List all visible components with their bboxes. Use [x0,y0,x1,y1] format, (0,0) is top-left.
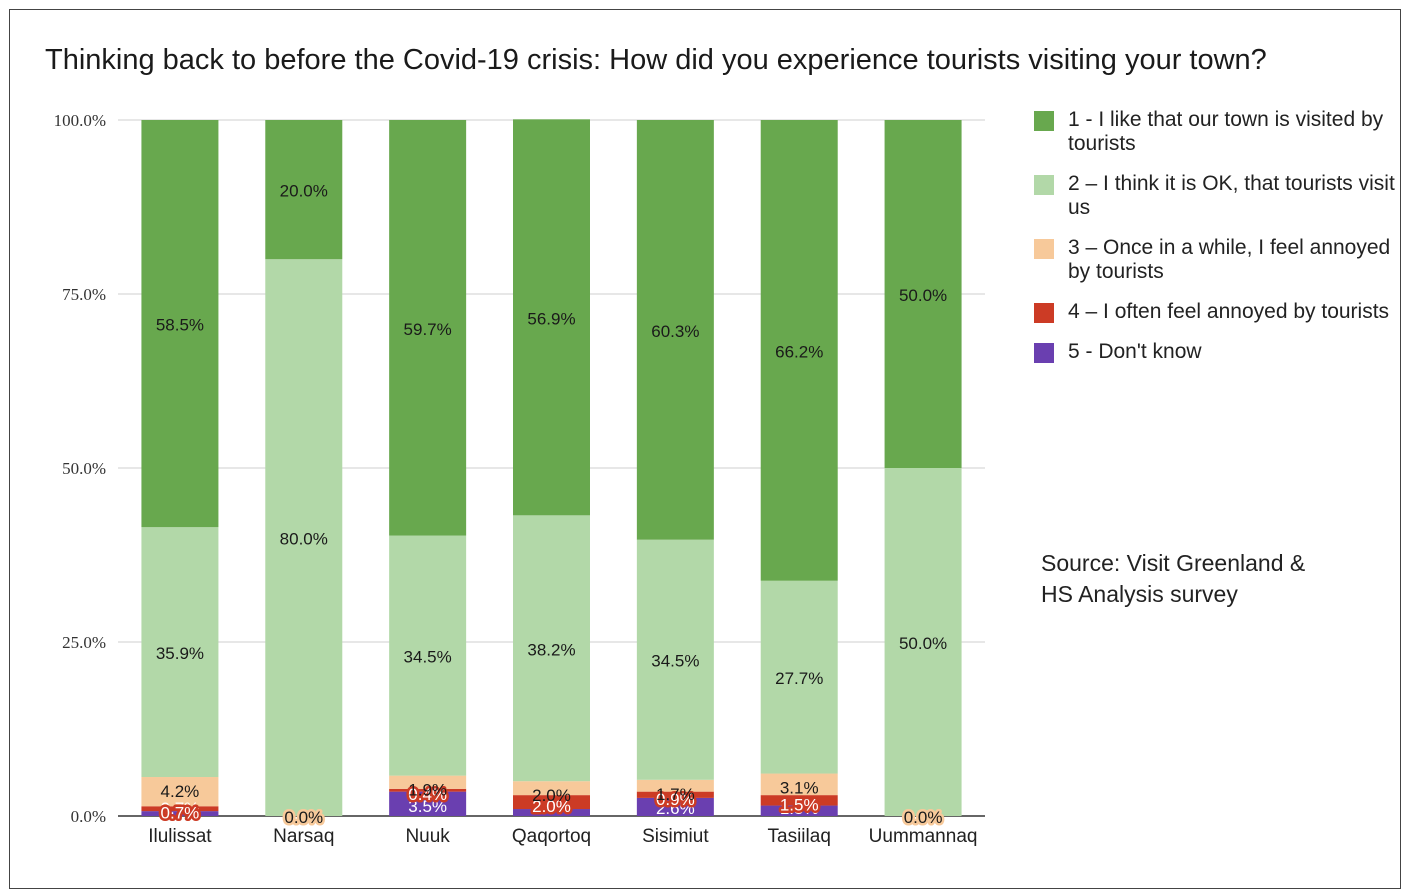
data-label: 59.7% [404,320,452,339]
legend-swatch [1034,303,1054,323]
bar-segment [760,120,838,581]
bar-segment [513,515,590,782]
bar-segment [141,120,219,528]
data-label: 27.7% [775,669,823,688]
bar-segment [389,791,467,816]
data-label: 0.7% [161,804,200,823]
x-tick-label: Ilulissat [148,826,212,847]
legend-label: 2 – I think it is OK, that tourists visi… [1068,172,1395,219]
bar-segment [636,539,714,780]
data-label: 2.0% [532,786,571,805]
data-label-halo: 1.5% [780,795,819,814]
bar-segment [884,120,962,468]
legend-item: 4 – I often feel annoyed by tourists [1034,300,1404,324]
bar-segment [265,259,343,816]
bar-segment [265,120,343,260]
data-label: 2.6% [656,799,695,818]
bar-segment [760,773,838,796]
bar-segment [141,527,219,778]
legend-label: 4 – I often feel annoyed by tourists [1068,300,1390,323]
data-label: 0.7% [161,799,200,818]
bar-segment [760,795,838,806]
bar-segment [636,779,714,792]
data-label: 34.5% [404,648,452,667]
legend-label: 1 - I like that our town is visited by t… [1068,108,1384,155]
y-tick-label: 100.0% [54,111,106,130]
legend-swatch [1034,111,1054,131]
data-label: 56.9% [527,309,575,328]
y-tick-label: 0.0% [71,807,106,826]
data-label-halo: 0.0% [904,808,943,827]
data-label: 50.0% [899,286,947,305]
bar-segment [389,775,467,789]
data-label: 3.1% [780,779,819,798]
y-tick-label: 75.0% [62,285,106,304]
data-label: 0.4% [408,785,447,804]
data-label: 38.2% [527,640,575,659]
data-label: 1.0% [532,799,571,818]
data-label: 1.7% [656,785,695,804]
source-note: Source: Visit Greenland & HS Analysis su… [1041,550,1306,607]
x-tick-label: Narsaq [273,826,334,847]
legend-label: 5 - Don't know [1068,340,1202,363]
data-label: 4.2% [161,782,200,801]
data-label: 58.5% [156,316,204,335]
bar-segment [141,777,219,807]
data-label: 0.9% [656,790,695,809]
legend-item: 1 - I like that our town is visited by t… [1034,108,1404,156]
bar-segment [513,795,590,810]
bar-segment [636,120,714,540]
data-label-halo: 0.4% [408,785,447,804]
data-label: 0.0% [284,808,323,827]
x-tick-label: Sisimiut [642,826,709,847]
legend-swatch [1034,343,1054,363]
data-label: 1.5% [780,795,819,814]
data-label: 50.0% [899,634,947,653]
chart-title: Thinking back to before the Covid-19 cri… [45,44,1267,76]
bar-segment [141,806,219,812]
legend-item: 5 - Don't know [1034,340,1404,364]
y-tick-label: 50.0% [62,459,106,478]
bar-segment [389,788,467,792]
data-label: 80.0% [280,530,328,549]
data-label: 1.9% [408,781,447,800]
data-label: 60.3% [651,322,699,341]
data-label-halo: 0.0% [284,808,323,827]
x-tick-label: Nuuk [405,826,450,847]
data-label: 2.0% [532,797,571,816]
bar-segment [760,805,838,816]
legend-swatch [1034,239,1054,259]
bar-segment [636,791,714,798]
data-label-halo: 2.0% [532,797,571,816]
bar-segment [636,797,714,816]
data-label: 34.5% [651,652,699,671]
data-label: 1.5% [780,799,819,818]
legend-item: 2 – I think it is OK, that tourists visi… [1034,172,1404,220]
data-label: 0.0% [904,808,943,827]
bar-segment [760,580,838,774]
data-label: 3.5% [408,797,447,816]
bar-segment [513,119,590,516]
data-label: 35.9% [156,644,204,663]
data-label-halo: 0.7% [161,804,200,823]
x-tick-label: Tasiilaq [768,826,831,847]
bar-segment [513,809,590,816]
x-tick-label: Uummannaq [869,826,978,847]
bar-segment [513,781,590,796]
bar-segment [141,811,219,816]
legend: 1 - I like that our town is visited by t… [1034,108,1404,380]
data-label-halo: 0.9% [656,790,695,809]
data-label: 66.2% [775,342,823,361]
legend-item: 3 – Once in a while, I feel annoyed by t… [1034,236,1404,284]
legend-label: 3 – Once in a while, I feel annoyed by t… [1068,236,1391,283]
bar-segment [389,120,467,536]
y-tick-label: 25.0% [62,633,106,652]
data-label: 20.0% [280,182,328,201]
bar-segment [884,468,962,816]
bar-segment [389,535,467,776]
legend-swatch [1034,175,1054,195]
x-tick-label: Qaqortoq [512,826,591,847]
